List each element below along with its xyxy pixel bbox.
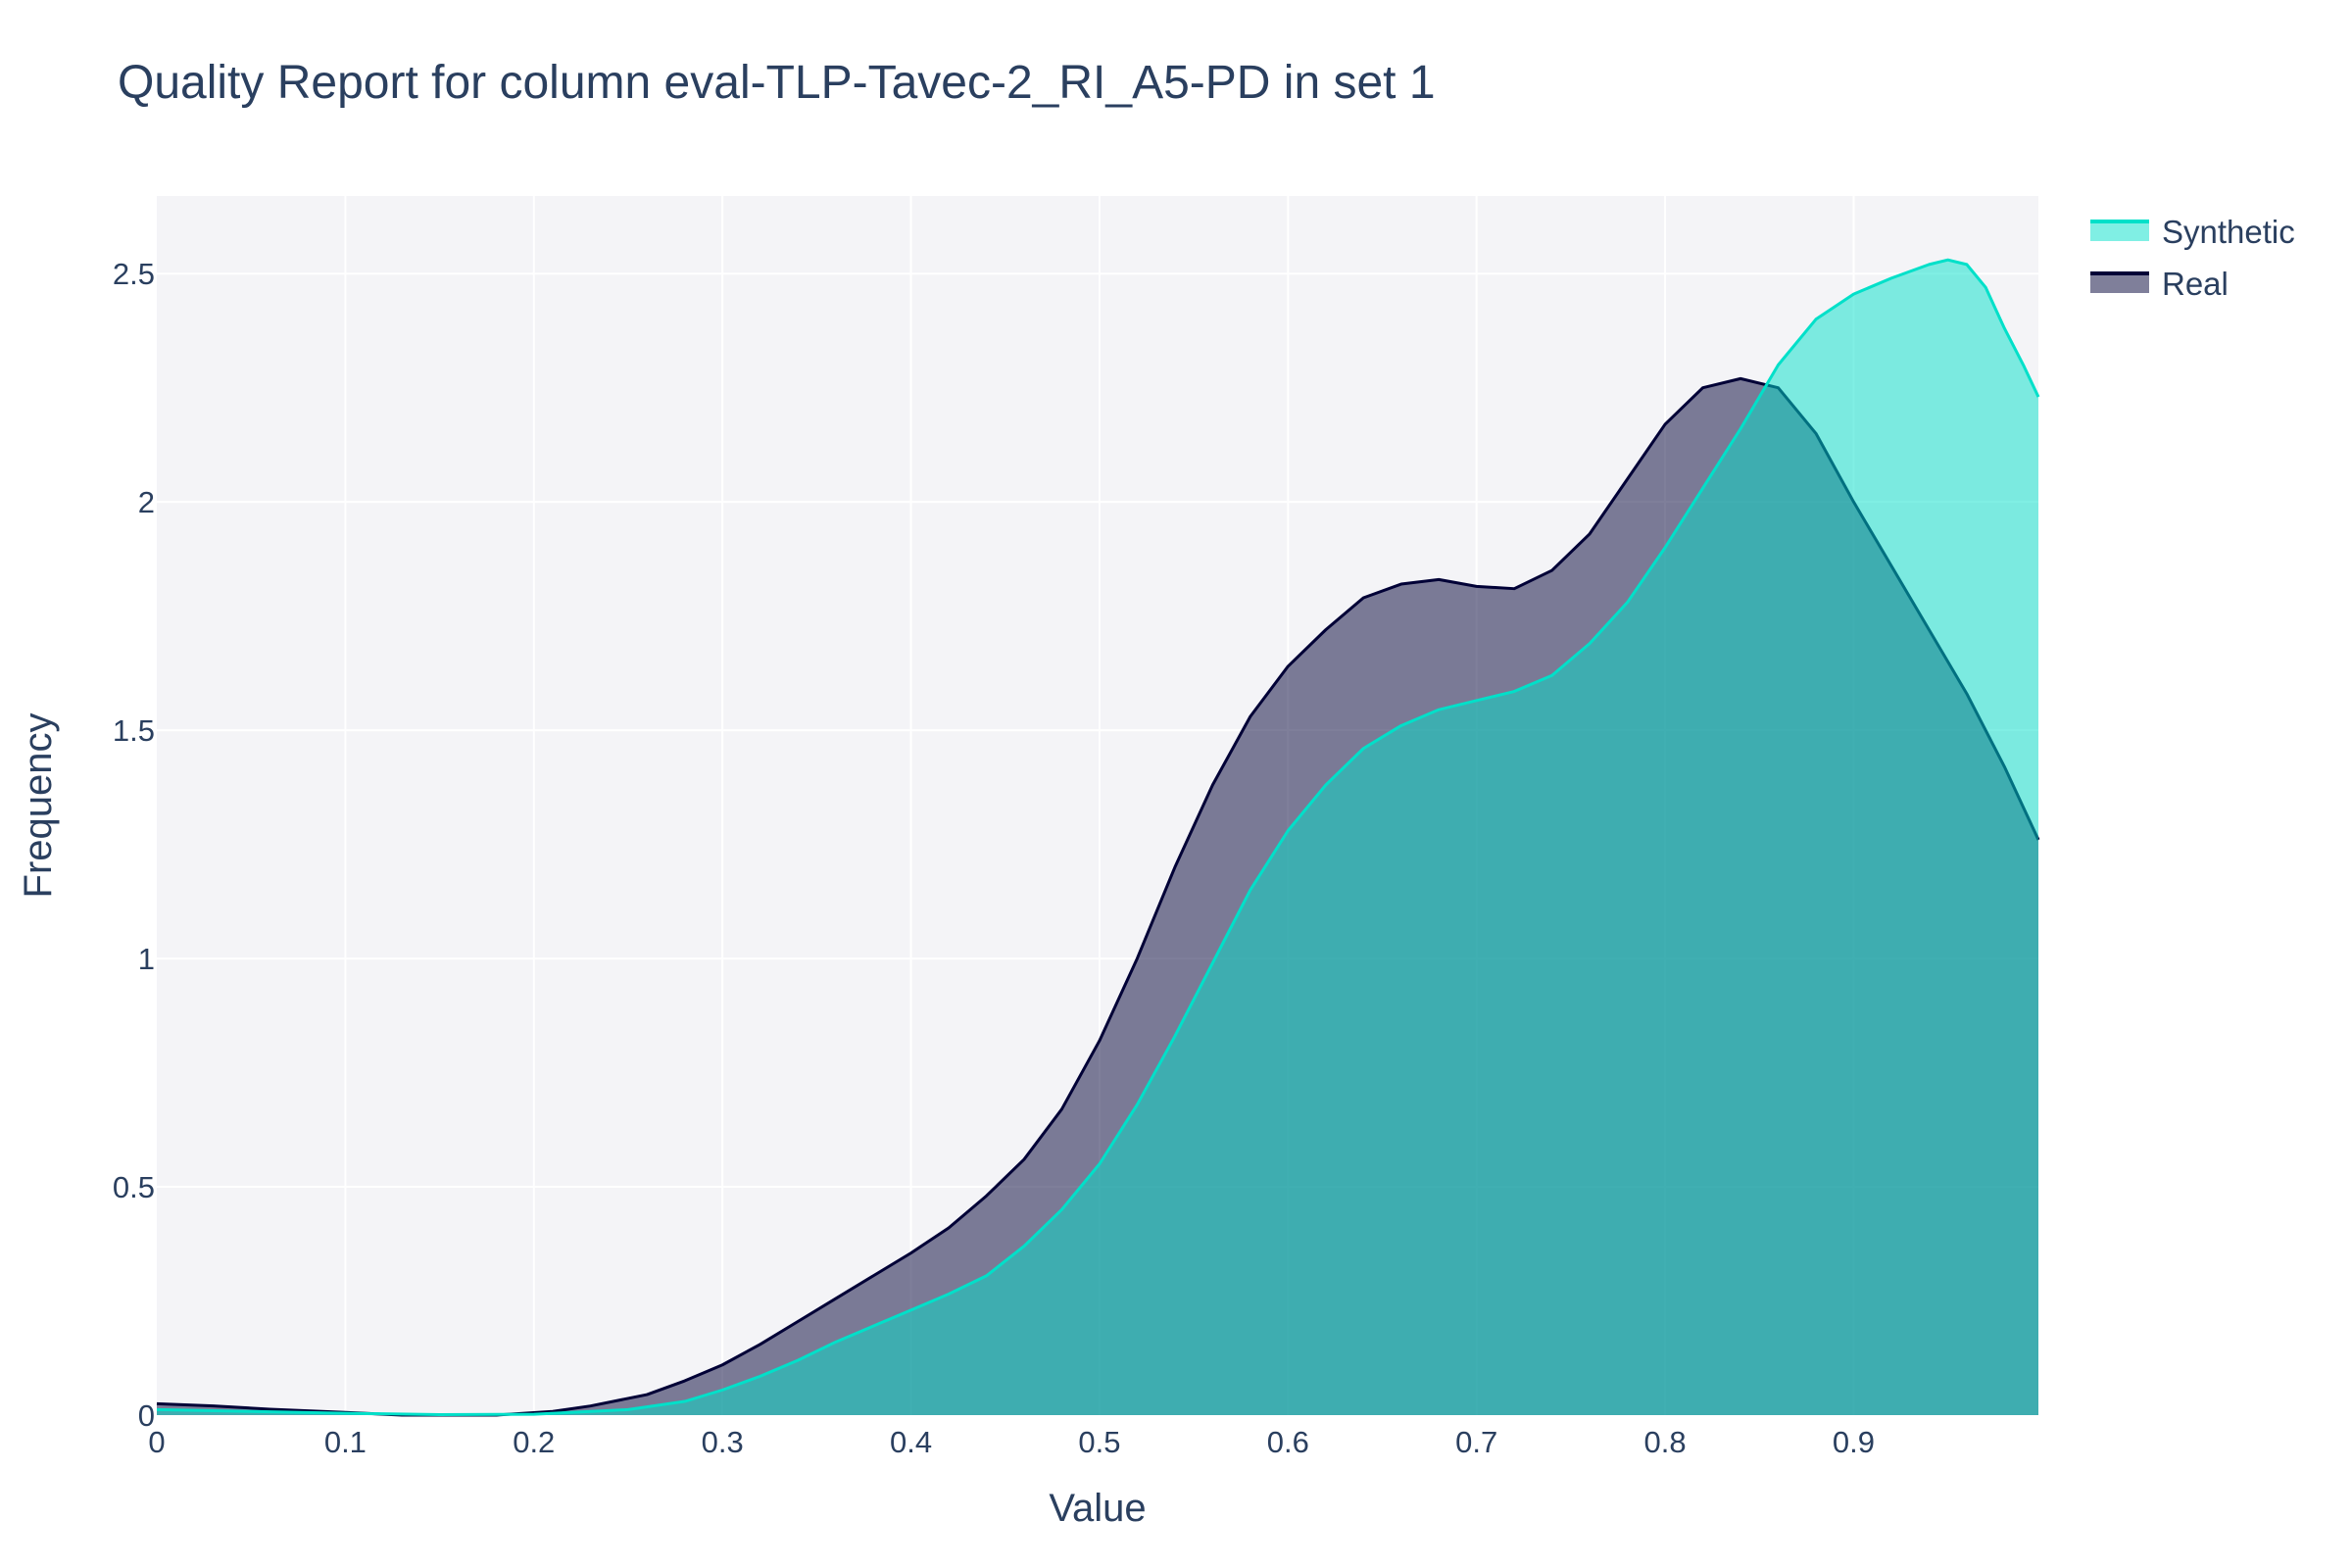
series-areas: [156, 258, 2040, 1417]
y-tick-label: 0: [138, 1398, 155, 1433]
y-axis-title: Frequency: [17, 713, 60, 899]
y-tick-label: 2: [138, 485, 155, 519]
y-axis-ticks: 0 0.5 1 1.5 2 2.5: [113, 257, 155, 1433]
legend-label: Synthetic: [2162, 214, 2295, 250]
y-tick-label: 1: [138, 942, 155, 976]
legend-label: Real: [2162, 266, 2229, 302]
x-tick-label: 0.3: [702, 1425, 744, 1459]
chart-title: Quality Report for column eval-TLP-Tavec…: [118, 57, 1436, 109]
x-tick-label: 0.9: [1833, 1425, 1875, 1459]
x-tick-label: 0.8: [1644, 1425, 1687, 1459]
x-tick-label: 0.7: [1455, 1425, 1497, 1459]
x-tick-label: 0: [148, 1425, 165, 1459]
legend-swatch: [2090, 273, 2149, 293]
x-tick-label: 0.5: [1078, 1425, 1120, 1459]
y-tick-label: 2.5: [113, 257, 155, 291]
x-axis-ticks: 0 0.1 0.2 0.3 0.4 0.5 0.6 0.7 0.8 0.9: [148, 1425, 1875, 1459]
legend-item-synthetic[interactable]: Synthetic: [2090, 214, 2295, 250]
legend[interactable]: Synthetic Real: [2090, 214, 2295, 302]
line-synthetic[interactable]: [156, 258, 2040, 1417]
line-real[interactable]: [156, 376, 2040, 1417]
x-tick-label: 0.2: [513, 1425, 555, 1459]
legend-item-real[interactable]: Real: [2090, 266, 2229, 302]
x-tick-label: 0.4: [890, 1425, 932, 1459]
y-tick-label: 1.5: [113, 713, 155, 748]
legend-swatch: [2090, 221, 2149, 241]
x-tick-label: 0.1: [324, 1425, 367, 1459]
y-tick-label: 0.5: [113, 1170, 155, 1204]
x-axis-title: Value: [1049, 1487, 1146, 1530]
x-tick-label: 0.6: [1267, 1425, 1309, 1459]
area-synthetic: [157, 260, 2038, 1415]
